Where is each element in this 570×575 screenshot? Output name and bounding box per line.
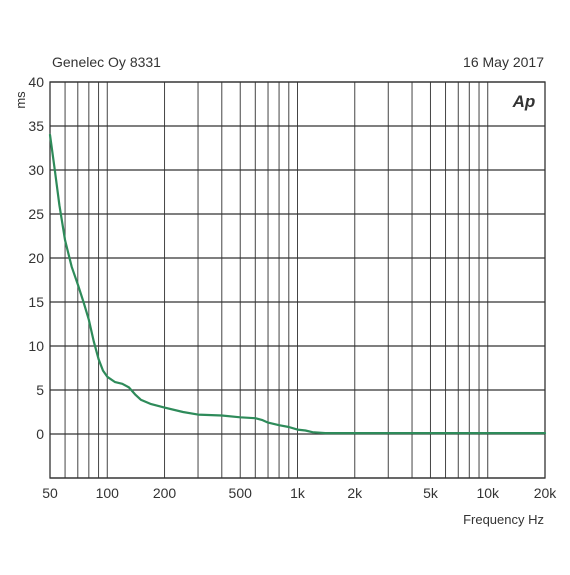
y-tick-label: 5 — [36, 382, 44, 398]
x-tick-label: 500 — [229, 485, 253, 501]
x-axis-label: Frequency Hz — [463, 512, 544, 527]
y-axis-label: ms — [13, 91, 28, 109]
series-layer — [48, 133, 547, 435]
x-tick-label: 1k — [290, 485, 306, 501]
x-tick-label: 100 — [96, 485, 120, 501]
header-date: 16 May 2017 — [463, 54, 544, 70]
ap-logo: Ap — [512, 92, 536, 111]
y-tick-label: 0 — [36, 426, 44, 442]
y-tick-label: 35 — [28, 118, 44, 134]
y-tick-label: 15 — [28, 294, 44, 310]
series-line — [48, 133, 547, 435]
tick-label-layer: 0 5 10 15 20 25 30 35 40 50 100 200 500 1k 2k 5k 10k 20k — [28, 74, 557, 501]
x-tick-label: 10k — [476, 485, 500, 501]
x-tick-label: 2k — [347, 485, 363, 501]
y-tick-label: 20 — [28, 250, 44, 266]
y-tick-label: 30 — [28, 162, 44, 178]
plot-frame — [49, 81, 546, 479]
y-tick-label: 25 — [28, 206, 44, 222]
x-tick-label: 20k — [534, 485, 558, 501]
header-title: Genelec Oy 8331 — [52, 54, 161, 70]
y-tick-label: 40 — [28, 74, 44, 90]
x-tick-label: 200 — [153, 485, 177, 501]
grid-layer — [49, 81, 546, 479]
x-tick-label: 50 — [42, 485, 58, 501]
x-tick-label: 5k — [423, 485, 439, 501]
y-tick-label: 10 — [28, 338, 44, 354]
